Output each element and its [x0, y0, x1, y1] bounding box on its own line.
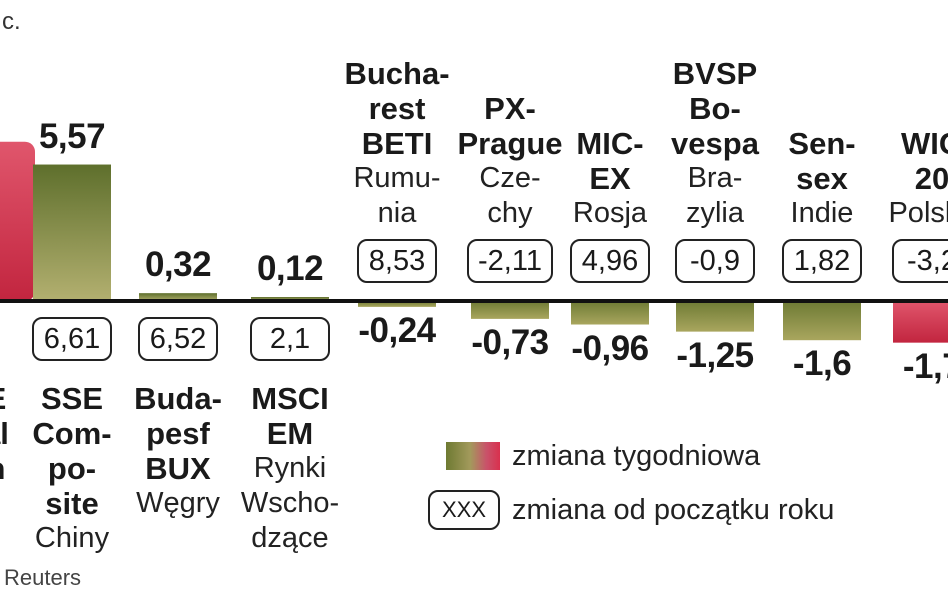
index-country-line: Chiny — [34, 522, 110, 554]
index-name-line: po- — [47, 451, 97, 486]
index-name-line: MIC- — [576, 126, 644, 161]
weekly-value-label: 0,32 — [144, 245, 212, 285]
index-name-line: 20 — [914, 161, 948, 196]
ytd-value-box: 6,61 — [32, 317, 112, 361]
ytd-value-box: 8,53 — [357, 239, 437, 283]
weekly-value-label: -0,96 — [571, 328, 649, 368]
legend-ytd-box: XXX — [428, 490, 500, 530]
bar-weekly-7 — [676, 301, 754, 332]
index-name-line: rest — [368, 91, 426, 126]
index-country-line: zylia — [685, 197, 744, 229]
bar-weekly-4 — [358, 301, 436, 307]
ytd-value-box: -3,2 — [892, 239, 948, 283]
index-name-line: BVSP — [672, 56, 758, 91]
weekly-value-label: -0,24 — [358, 310, 436, 350]
bar-weekly-1 — [33, 164, 111, 301]
ytd-value-box: 2,1 — [250, 317, 330, 361]
index-country-line: chy — [487, 197, 533, 229]
index-name-line: sex — [796, 161, 848, 196]
index-country-line: Rumu- — [353, 162, 441, 194]
index-name-line: MSCI — [251, 381, 329, 416]
bar-weekly-5 — [471, 301, 549, 319]
index-name-line: EX — [589, 161, 631, 196]
bar-weekly-9 — [893, 301, 948, 343]
index-name-line: Prague — [457, 126, 563, 161]
index-country-line: nia — [377, 197, 417, 229]
index-name-line: SSE — [40, 381, 104, 416]
bar-weekly-0 — [0, 141, 35, 301]
weekly-value-label: -1,6 — [792, 344, 852, 384]
legend-weekly-swatch — [446, 442, 500, 470]
index-name-line: WIG — [901, 126, 948, 161]
weekly-value-label: -0,73 — [471, 322, 549, 362]
ytd-value-box: 4,96 — [570, 239, 650, 283]
index-country-line: Bra- — [687, 162, 743, 194]
index-country-line: Węgry — [136, 487, 220, 519]
index-name-line: PX- — [484, 91, 536, 126]
bar-weekly-2 — [139, 293, 217, 301]
index-name-line: site — [45, 486, 99, 521]
index-country-line: dzące — [251, 522, 329, 554]
legend-weekly-label: zmiana tygodniowa — [512, 440, 761, 472]
weekly-value-label: 0,12 — [256, 249, 324, 288]
index-name-line: BETI — [361, 126, 433, 161]
index-name-line: Buda- — [134, 381, 222, 416]
legend-ytd-label: zmiana od początku roku — [512, 494, 835, 526]
index-name-line: EM — [266, 416, 314, 451]
weekly-value-label: -1,25 — [676, 335, 754, 375]
index-country-line: Polska — [888, 197, 948, 229]
source-label: Reuters — [4, 565, 82, 590]
index-name-line: BUX — [145, 451, 211, 486]
index-name-line: E — [0, 381, 71, 416]
index-name-line: Sen- — [788, 126, 856, 161]
ytd-value-box: 1,82 — [782, 239, 862, 283]
bar-weekly-8 — [783, 301, 861, 341]
index-name-line: al — [0, 416, 9, 451]
index-name-line: Bucha- — [344, 56, 450, 91]
index-country-line: Indie — [790, 197, 854, 229]
index-name-line: Bo- — [689, 91, 741, 126]
weekly-value-label: 5,57 — [38, 116, 106, 156]
bar-weekly-6 — [571, 301, 649, 325]
index-name-line: Com- — [32, 416, 112, 451]
index-country-line: Cze- — [479, 162, 541, 194]
index-country-line: Wscho- — [240, 487, 340, 519]
index-name-line: pesf — [146, 416, 210, 451]
index-name-line: vespa — [671, 126, 759, 161]
ytd-value-box: -0,9 — [675, 239, 755, 283]
index-country-line: Rosja — [572, 197, 648, 229]
top-note: c. — [2, 8, 21, 35]
weekly-value-label: -1,7 — [902, 346, 948, 386]
index-name-line: n — [0, 451, 71, 486]
ytd-value-box: -2,11 — [467, 239, 553, 283]
index-country-line: Rynki — [253, 452, 327, 484]
ytd-value-box: 6,52 — [138, 317, 218, 361]
